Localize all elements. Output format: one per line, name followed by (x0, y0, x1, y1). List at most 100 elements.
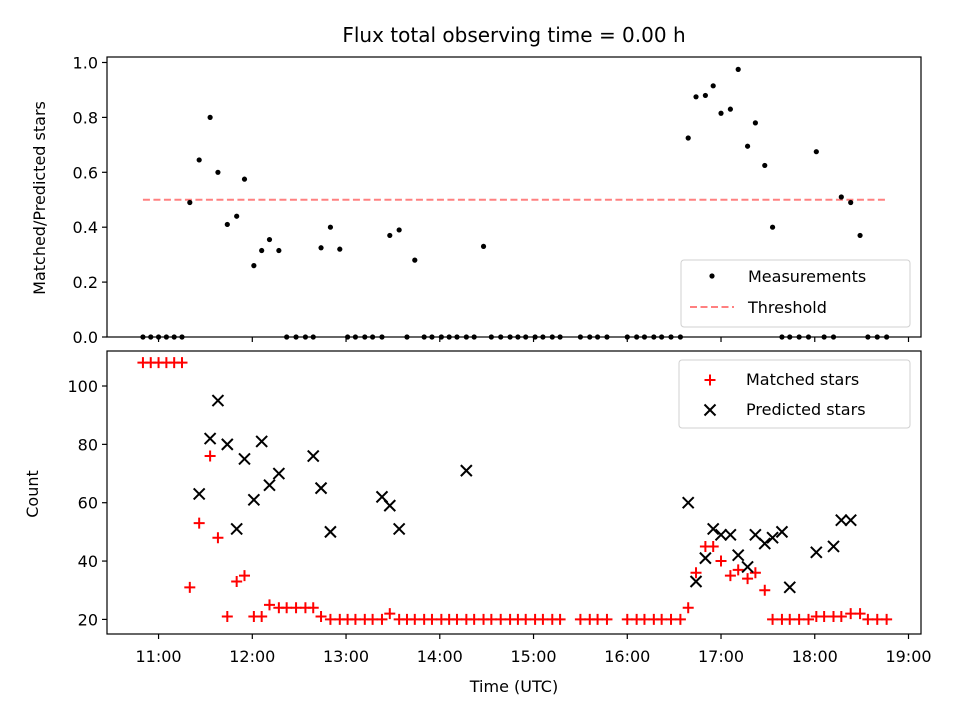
predicted-star-point (221, 438, 234, 451)
top-ylabel: Matched/Predicted stars (30, 101, 49, 295)
bottom-xtick-label: 17:00 (698, 647, 744, 666)
bottom-axes-frame (106, 350, 922, 635)
matched-star-point (349, 613, 361, 625)
predicted-star-point (272, 467, 286, 480)
matched-star-point (290, 602, 302, 614)
bottom-xtick-label: 13:00 (323, 647, 369, 666)
top-legend: Measurements Threshold (680, 259, 911, 328)
top-ytick-label: 1.0 (73, 53, 98, 72)
measurement-point (857, 232, 863, 239)
bottom-xtick-label: 15:00 (510, 647, 556, 666)
matched-star-point (376, 613, 388, 625)
matched-star-point (367, 613, 379, 625)
measurement-point (813, 149, 819, 155)
predicted-star-point (699, 551, 712, 565)
matched-star-point (674, 613, 686, 625)
matched-star-point (592, 613, 604, 625)
measurement-point (848, 199, 854, 206)
matched-star-point (231, 575, 243, 587)
measurement-point (838, 194, 844, 200)
measurement-point (387, 232, 393, 239)
measurement-point (412, 257, 418, 263)
predicted-star-point (835, 514, 848, 527)
matched-star-point (767, 613, 779, 625)
matched-star-point (409, 613, 421, 625)
predicted-star-point (211, 394, 225, 407)
matched-star-point (665, 613, 677, 625)
predicted-star-point (731, 549, 745, 562)
measurement-point (480, 243, 487, 250)
predicted-star-point (383, 499, 396, 512)
matched-star-point (690, 567, 702, 579)
matched-star-point (759, 584, 771, 596)
measurement-point (196, 157, 202, 163)
measurement-point (685, 135, 691, 141)
matched-stars-series (137, 357, 893, 625)
measurement-point (396, 227, 402, 233)
matched-star-point (724, 570, 736, 582)
matched-star-point (638, 613, 650, 625)
predicted-star-point (238, 452, 251, 466)
bottom-xtick-label: 12:00 (229, 647, 275, 666)
matched-star-point (176, 357, 188, 369)
matched-star-point (426, 613, 438, 625)
matched-star-point (256, 610, 268, 622)
measurement-point (251, 263, 257, 269)
matched-star-point (656, 613, 668, 625)
predicted-star-point (689, 575, 703, 588)
predicted-star-point (324, 525, 337, 539)
legend-matched-label: Matched stars (746, 370, 859, 389)
matched-star-point (682, 602, 694, 614)
matched-star-point (818, 610, 830, 622)
bottom-xtick-label: 16:00 (604, 647, 650, 666)
predicted-star-point (810, 546, 823, 559)
predicted-star-point (741, 560, 754, 574)
top-axes: 0.0 0.2 0.4 0.6 0.8 1.0 Measurements Threshold (73, 53, 922, 347)
matched-star-point (495, 613, 507, 625)
measurement-point (241, 176, 248, 182)
measurement-point (224, 221, 230, 228)
top-ytick-label: 0.8 (73, 108, 98, 127)
measurement-point (752, 120, 758, 126)
measurement-point (207, 114, 213, 120)
measurement-point (744, 143, 751, 149)
bottom-legend-box (678, 359, 911, 429)
top-ytick-label: 0.0 (73, 328, 98, 347)
bottom-ytick-label: 40 (78, 552, 98, 571)
bottom-ytick-label: 20 (78, 610, 98, 629)
predicted-star-point (392, 522, 406, 536)
matched-star-point (854, 608, 866, 620)
matched-star-point (845, 608, 857, 620)
measurement-point (762, 162, 768, 169)
measurement-point (276, 247, 282, 254)
bottom-ylabel: Count (23, 470, 42, 518)
legend-predicted-marker (703, 403, 717, 417)
predicted-star-point (192, 487, 206, 501)
predicted-star-point (314, 481, 328, 495)
matched-star-point (835, 610, 847, 622)
predicted-star-point (714, 528, 728, 542)
measurement-point (259, 247, 265, 254)
chart-title: Flux total observing time = 0.00 h (342, 23, 685, 47)
bottom-ytick-label: 80 (78, 435, 98, 454)
matched-star-point (324, 613, 336, 625)
bottom-xlabel: Time (UTC) (469, 677, 558, 696)
matched-star-point (732, 564, 744, 576)
bottom-xtick-label: 14:00 (417, 647, 463, 666)
legend-threshold-label: Threshold (747, 298, 827, 317)
legend-measurements-label: Measurements (748, 267, 866, 286)
bottom-axes: 11:00 12:00 13:00 14:00 15:00 16:00 17:00 18:00… (67, 350, 932, 666)
predicted-star-point (203, 432, 217, 445)
measurement-point (702, 92, 708, 99)
measurement-point (735, 66, 741, 72)
top-axes-frame (106, 56, 922, 338)
matched-star-point (238, 570, 250, 582)
matched-star-point (451, 613, 463, 625)
matched-star-point (574, 613, 586, 625)
predicted-star-point (827, 540, 840, 553)
measurement-point (266, 236, 273, 243)
matched-star-point (862, 613, 874, 625)
matched-star-point (307, 602, 319, 614)
bottom-xtick-label: 19:00 (885, 647, 931, 666)
predicted-star-point (775, 525, 789, 539)
